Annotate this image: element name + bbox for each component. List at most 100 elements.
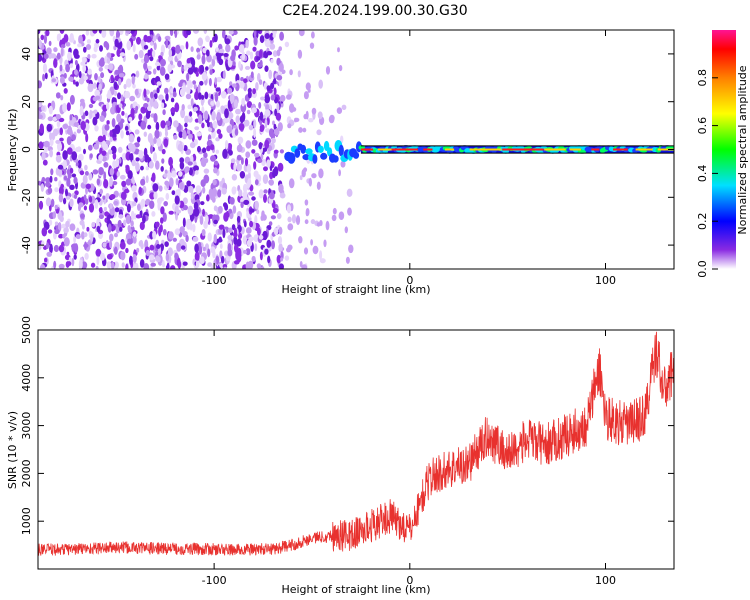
noise-speck (175, 44, 181, 55)
noise-speck (237, 247, 242, 257)
noise-speck (187, 104, 192, 110)
noise-speck (109, 30, 115, 37)
colorbar: 0.0 0.2 0.4 0.6 0.8 Normalized spectral ampl… (696, 30, 749, 278)
noise-speck (86, 39, 91, 44)
noise-speck (109, 130, 113, 137)
noise-speck (38, 37, 41, 46)
noise-speck (295, 215, 301, 226)
noise-speck (135, 105, 139, 112)
snr-marks (38, 331, 674, 557)
noise-speck (42, 63, 48, 73)
noise-speck (53, 47, 58, 53)
noise-speck (65, 220, 70, 228)
noise-speck (186, 180, 192, 187)
noise-speck (149, 244, 155, 251)
noise-speck (211, 58, 216, 67)
noise-speck (254, 152, 260, 158)
signal-blob (352, 151, 360, 159)
noise-speck (143, 62, 148, 70)
noise-speck (263, 193, 267, 203)
noise-speck (118, 73, 125, 78)
noise-speck (286, 204, 292, 214)
noise-speck (207, 232, 212, 242)
noise-speck (308, 177, 312, 187)
y-tick-label: 4000 (20, 364, 33, 392)
signal-blob (312, 154, 318, 164)
noise-speck (173, 134, 178, 140)
noise-speck (81, 231, 85, 240)
noise-speck (134, 88, 139, 96)
spectrogram-y-axis-label: Frequency (Hz) (6, 109, 19, 192)
noise-speck (65, 188, 68, 197)
noise-speck (84, 164, 88, 171)
noise-speck (266, 239, 272, 248)
noise-speck (56, 52, 61, 60)
noise-speck (120, 130, 124, 139)
noise-speck (117, 219, 122, 229)
noise-speck (227, 111, 234, 120)
noise-speck (119, 241, 126, 250)
noise-speck (164, 87, 169, 95)
noise-speck (218, 228, 223, 235)
noise-speck (92, 116, 98, 126)
colorbar-label: Normalized spectral amplitude (736, 65, 749, 234)
noise-speck (151, 211, 156, 217)
noise-speck (121, 180, 127, 188)
noise-speck (218, 236, 222, 242)
noise-speck (232, 205, 237, 214)
noise-speck (189, 81, 193, 89)
noise-speck (47, 229, 53, 234)
snr-ticks: -100 0 100 1000 2000 3000 4000 5000 (20, 316, 674, 587)
noise-speck (245, 248, 251, 256)
noise-speck (160, 243, 164, 252)
noise-speck (183, 145, 188, 152)
noise-speck (239, 115, 244, 124)
noise-speck (280, 257, 284, 262)
noise-speck (240, 157, 244, 165)
noise-speck (167, 63, 173, 73)
noise-speck (193, 84, 197, 90)
noise-speck (303, 167, 308, 173)
noise-speck (75, 81, 79, 87)
noise-speck (139, 221, 145, 231)
noise-speck (251, 255, 256, 262)
noise-speck (206, 145, 211, 152)
noise-speck (149, 254, 155, 261)
noise-speck (138, 88, 142, 93)
noise-speck (222, 148, 228, 159)
noise-speck (228, 208, 233, 214)
noise-speck (243, 199, 250, 205)
noise-speck (132, 43, 136, 53)
noise-speck (71, 151, 78, 161)
noise-speck (236, 144, 243, 153)
noise-speck (143, 74, 149, 80)
noise-speck (78, 153, 84, 161)
spectrogram-ticks: -100 0 100 -40 -20 0 20 40 (20, 30, 674, 287)
noise-speck (113, 81, 118, 90)
colorbar-tick-label: 0.2 (696, 212, 709, 230)
noise-speck (119, 226, 123, 232)
noise-speck (114, 246, 118, 255)
noise-speck (182, 261, 188, 266)
noise-speck (178, 171, 183, 177)
y-tick-label: 3000 (20, 412, 33, 440)
noise-speck (169, 30, 174, 36)
noise-speck (186, 218, 192, 227)
noise-speck (54, 204, 58, 210)
noise-speck (211, 110, 216, 121)
noise-speck (189, 111, 193, 117)
colorbar-tick-label: 0.6 (696, 117, 709, 135)
noise-speck (308, 118, 314, 123)
noise-speck (90, 262, 96, 268)
noise-speck (63, 197, 67, 205)
noise-speck (227, 234, 233, 241)
noise-speck (345, 256, 350, 264)
noise-speck (213, 219, 218, 225)
noise-speck (132, 236, 137, 244)
noise-speck (55, 139, 61, 144)
noise-speck (245, 227, 252, 234)
noise-speck (102, 128, 108, 137)
noise-speck (180, 108, 186, 119)
noise-speck (146, 97, 150, 103)
noise-speck (269, 192, 275, 200)
